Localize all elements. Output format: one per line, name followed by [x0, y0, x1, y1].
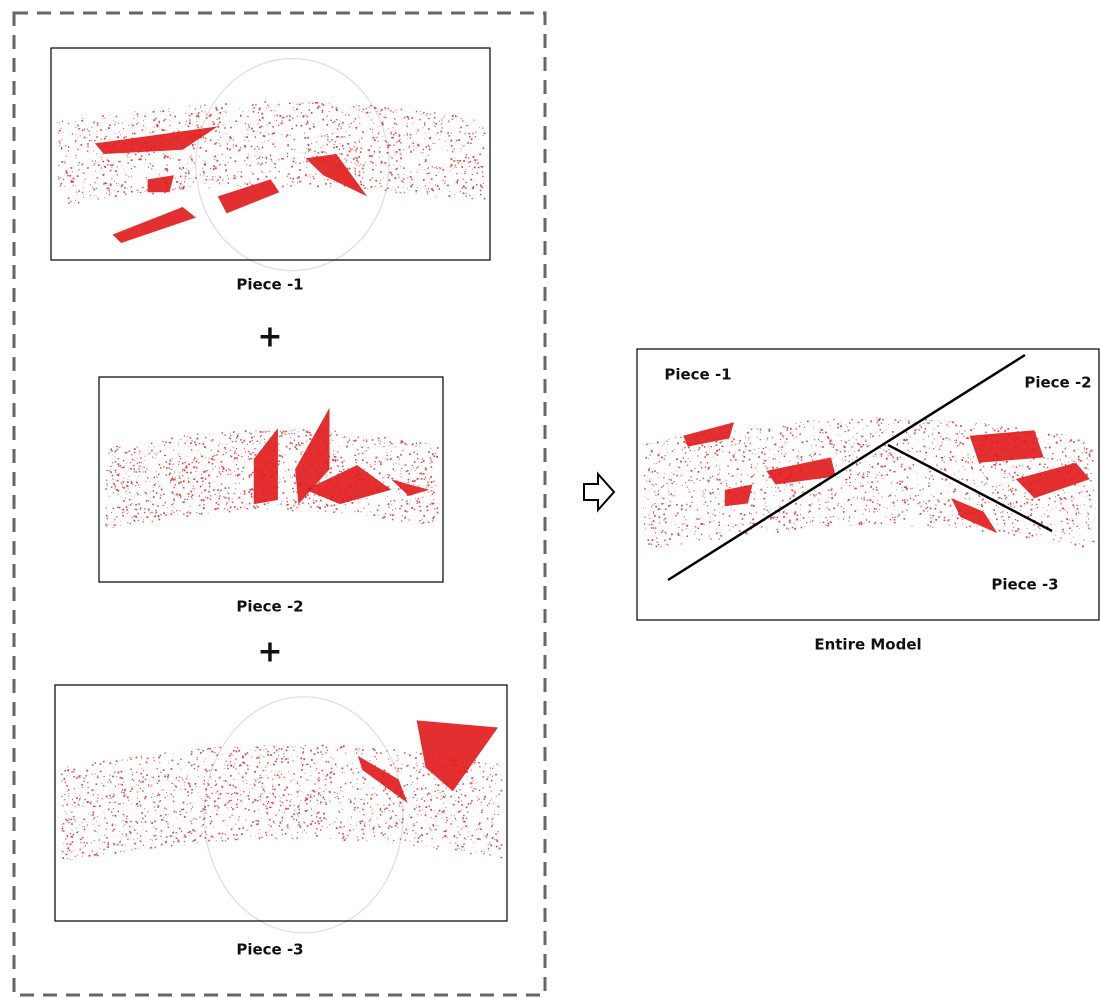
region-label: Piece -1: [664, 366, 731, 384]
dense-patch: [970, 430, 1044, 463]
dense-patch: [95, 126, 218, 154]
piece-frame: [55, 685, 507, 921]
piece-label: Piece -2: [236, 598, 303, 616]
dense-patch: [391, 480, 429, 496]
diagram: Piece -1 + Piece -2 + Piece -3 Piece -1 …: [0, 0, 1100, 998]
dense-patch: [417, 720, 498, 791]
plus-sign: +: [257, 320, 282, 355]
dense-patch: [148, 175, 174, 192]
region-label: Piece -2: [1024, 374, 1091, 392]
point-clouds: [57, 59, 1094, 933]
dense-patch: [683, 422, 734, 446]
dense-patch: [254, 428, 278, 504]
plus-sign: +: [257, 635, 282, 670]
piece-label: Piece -1: [236, 276, 303, 294]
dense-patch: [1016, 463, 1090, 498]
dense-patch: [218, 179, 279, 213]
dense-patch: [725, 485, 753, 507]
page: {"pieces": [{"label": "Piece -1"}, {"lab…: [0, 0, 1100, 998]
model-label: Entire Model: [814, 636, 921, 654]
dense-patch: [113, 207, 196, 243]
arrow: [584, 474, 614, 510]
dense-patch: [951, 498, 997, 533]
piece-label: Piece -3: [236, 941, 303, 959]
background-arc: [204, 697, 403, 933]
region-label: Piece -3: [991, 576, 1058, 594]
